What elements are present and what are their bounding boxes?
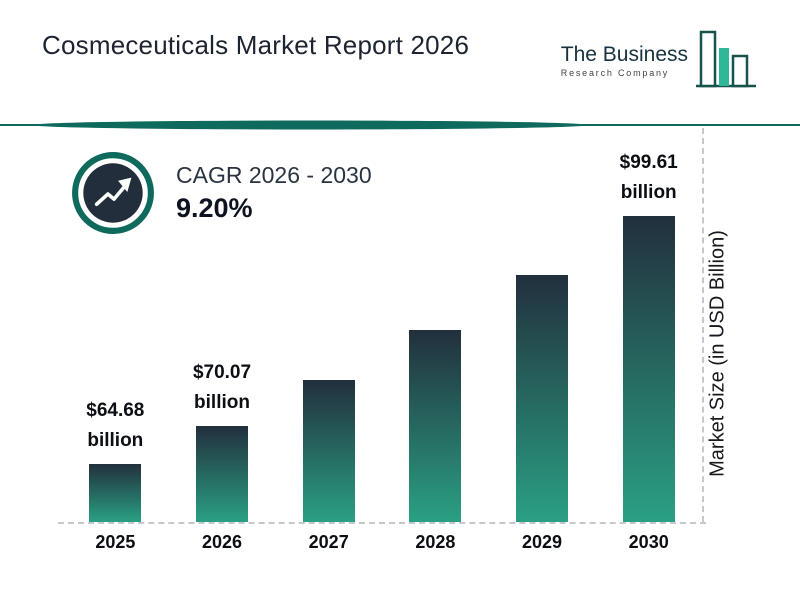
bar-value-amount: $64.68 (86, 400, 145, 422)
x-axis-label: 2030 (628, 532, 669, 552)
x-axis-labels: 2025 2026 2027 2028 2029 2030 (62, 532, 702, 553)
bar (516, 275, 569, 522)
logo-tagline: Research Company (560, 68, 670, 79)
bar (89, 464, 142, 522)
cagr-text: CAGR 2026 - 2030 9.20% (176, 162, 372, 224)
logo-text: The Business Research Company (560, 43, 688, 79)
divider-line (0, 120, 800, 130)
bar (302, 380, 355, 522)
bar (196, 426, 248, 522)
cagr-label: CAGR 2026 - 2030 (176, 162, 372, 188)
bar (622, 216, 675, 522)
bar (409, 330, 462, 522)
x-axis-label: 2028 (415, 532, 456, 552)
page-title: Cosmeceuticals Market Report 2026 (42, 30, 470, 60)
x-axis-label: 2027 (308, 532, 349, 552)
bar-column (382, 135, 489, 522)
x-axis-line (58, 522, 706, 524)
bar-value-amount: $70.07 (192, 362, 252, 384)
bar-column (275, 135, 382, 522)
x-axis-label: 2029 (522, 532, 563, 552)
bar-column: $64.68 billion (62, 135, 169, 522)
bar-value-unit: billion (620, 181, 677, 203)
bar-value-label: $64.68 billion (86, 396, 144, 455)
plot-area: $64.68 billion $70.07 billion $99.61 billion (62, 135, 702, 522)
bar-column: $70.07 billion (169, 135, 276, 522)
cagr-value: 9.20% (176, 193, 253, 223)
x-axis-label: 2025 (95, 532, 136, 552)
bar-column (489, 135, 596, 522)
bar-value-unit: billion (87, 429, 144, 451)
trend-up-icon (72, 152, 154, 234)
company-logo: The Business Research Company (561, 26, 758, 94)
x-axis-label: 2026 (201, 532, 243, 552)
y-axis-title: Market Size (in USD Billion) (706, 230, 729, 477)
bar-value-label: $99.61 billion (620, 148, 678, 207)
bar-column: $99.61 billion (595, 135, 702, 522)
cagr-callout: CAGR 2026 - 2030 9.20% (70, 150, 372, 236)
logo-name: The Business (560, 43, 688, 66)
logo-bars-icon (696, 30, 756, 88)
bar-value-unit: billion (194, 391, 250, 413)
bar-value-amount: $99.61 (619, 152, 678, 174)
right-dashed-line (702, 128, 704, 522)
bar-value-label: $70.07 billion (193, 358, 251, 417)
